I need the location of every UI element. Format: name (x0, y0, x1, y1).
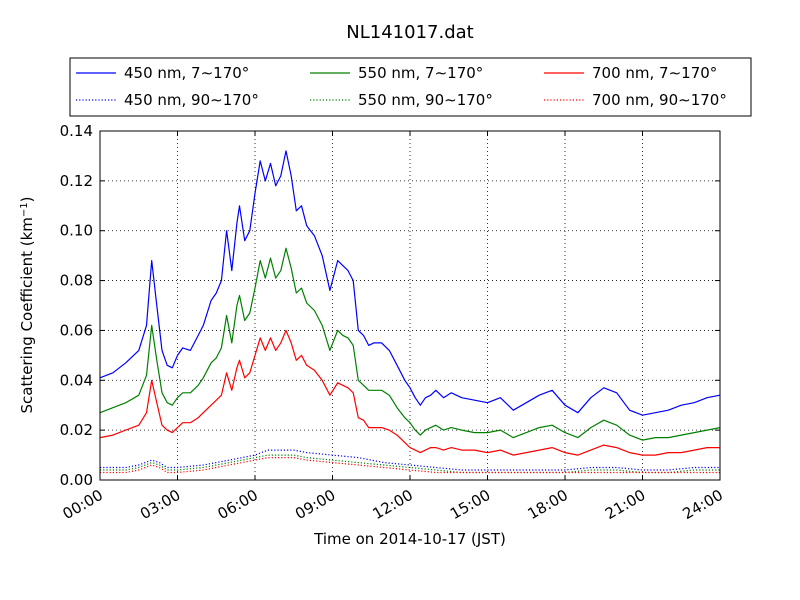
legend-label-3: 450 nm, 90∼170° (124, 91, 259, 109)
plot-area: 00:00 03:00 06:00 09:00 12:00 15:00 18:00 21:00… (60, 122, 726, 523)
y-axis-label: Scattering Coefficient (km−1) (18, 196, 36, 413)
y-tick-label-0: 0.00 (60, 471, 93, 489)
series-line-1 (99, 247, 721, 441)
y-tick-labels: 0.00 0.02 0.04 0.06 0.08 0.10 0.12 0.14 (60, 122, 93, 489)
series-line-3 (100, 449, 720, 471)
y-axis-label-main: Scattering Coefficient (km (18, 217, 36, 413)
legend-label-4: 550 nm, 90∼170° (358, 91, 493, 109)
y-tick-label-4: 0.08 (60, 272, 93, 290)
chart-title: NL141017.dat (346, 22, 473, 43)
series-line-2 (99, 329, 720, 456)
legend-frame (69, 57, 752, 117)
y-tick-label-6: 0.12 (60, 172, 93, 190)
series-line-4 (100, 454, 720, 474)
legend-label-0: 450 nm, 7∼170° (124, 64, 249, 82)
y-tick-label-7: 0.14 (60, 122, 93, 140)
legend-label-1: 550 nm, 7∼170° (358, 64, 483, 82)
ticks (99, 130, 721, 481)
y-axis-label-sup: −1 (19, 202, 30, 217)
series-line-5 (100, 457, 720, 474)
y-tick-label-1: 0.02 (60, 421, 93, 439)
series-line-0 (99, 150, 721, 416)
legend-items: 450 nm, 7∼170° 550 nm, 7∼170° 700 nm, 7∼17… (76, 64, 727, 109)
legend: 450 nm, 7∼170° 550 nm, 7∼170° 700 nm, 7∼17… (69, 57, 752, 117)
y-tick-label-3: 0.06 (60, 321, 93, 339)
legend-label-2: 700 nm, 7∼170° (592, 64, 717, 82)
y-tick-label-2: 0.04 (60, 371, 93, 389)
series-layer (99, 150, 721, 474)
y-tick-label-5: 0.10 (60, 222, 93, 240)
y-axis-label-end: ) (18, 196, 36, 202)
legend-label-5: 700 nm, 90∼170° (592, 91, 727, 109)
x-axis-label: Time on 2014-10-17 (JST) (313, 530, 506, 548)
